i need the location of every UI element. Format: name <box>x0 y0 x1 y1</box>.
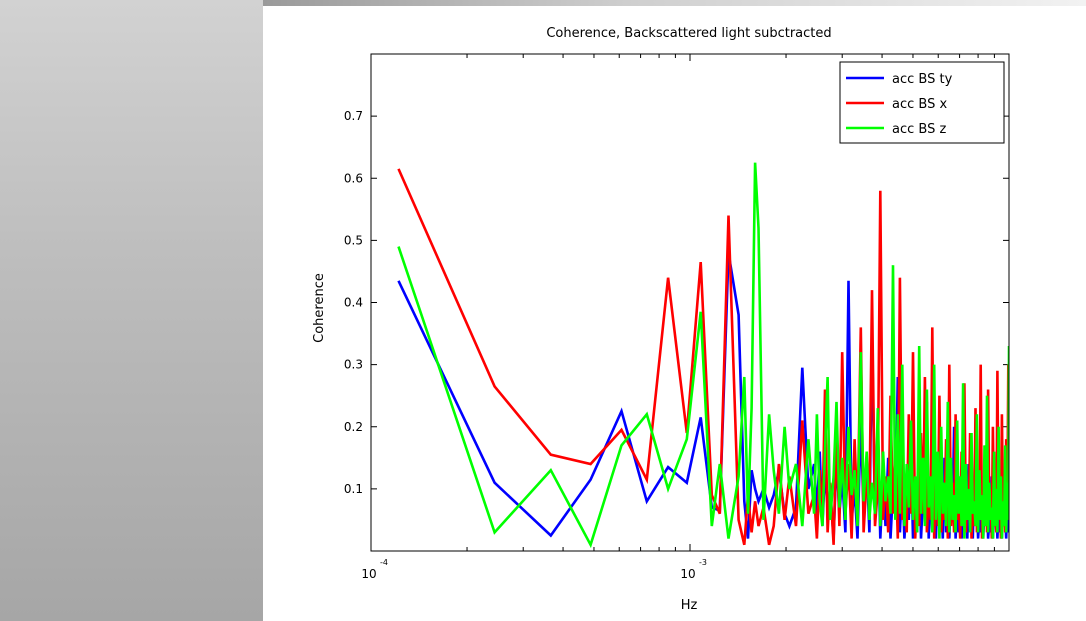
legend-label-acc-bs-ty: acc BS ty <box>892 72 953 87</box>
left-side-panel <box>0 0 263 621</box>
y-tick-label: 0.7 <box>344 109 363 123</box>
y-axis-label: Coherence <box>312 273 327 343</box>
y-tick-label: 0.3 <box>344 358 363 372</box>
coherence-chart: Coherence, Backscattered light subctract… <box>312 26 1010 613</box>
y-tick-label: 0.5 <box>344 233 363 247</box>
y-tick-label: 0.6 <box>344 171 363 185</box>
legend: acc BS ty acc BS x acc BS z <box>839 61 1005 144</box>
y-tick-label: 0.1 <box>344 482 363 496</box>
x-tick-label: 10 <box>680 567 695 581</box>
legend-label-acc-bs-z: acc BS z <box>892 122 946 137</box>
plot-frame <box>370 53 1010 552</box>
x-tick-exponent: -3 <box>699 558 707 567</box>
y-tick-label: 0.4 <box>344 296 363 310</box>
plot-lines <box>397 162 1009 549</box>
series-line-acc-bs-z <box>397 162 1009 549</box>
x-tick-label: 10 <box>361 567 376 581</box>
axis-ticks: 0.1 0.2 0.3 0.4 0.5 0.6 0.7 10 -4 10 -3 <box>344 54 1009 581</box>
top-gradient-bar <box>263 0 1086 6</box>
y-tick-label: 0.2 <box>344 420 363 434</box>
legend-label-acc-bs-x: acc BS x <box>892 97 947 112</box>
figure-window: Coherence, Backscattered light subctract… <box>263 6 1086 621</box>
x-axis-label: Hz <box>681 598 698 613</box>
chart-title: Coherence, Backscattered light subctract… <box>546 26 831 41</box>
x-tick-exponent: -4 <box>380 558 388 567</box>
